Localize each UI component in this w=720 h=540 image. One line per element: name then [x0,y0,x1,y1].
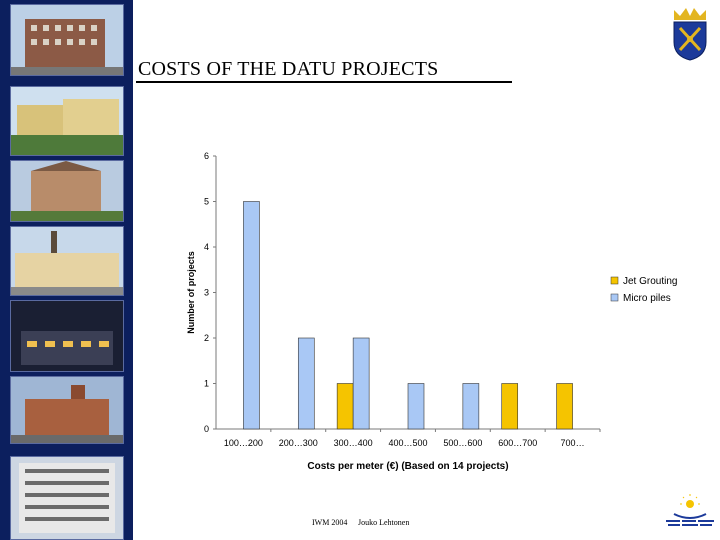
photo-strip [0,0,133,540]
building-photo-2 [10,86,124,156]
footer-event: IWM 2004 [312,518,348,527]
bar-jet-grouting [556,383,573,430]
building-photo-6 [10,376,124,444]
y-tick-label: 2 [204,333,209,343]
slide-title: COSTS OF THE DATU PROJECTS [138,58,439,80]
bar-micro-piles [407,383,425,430]
x-tick-label: 600…700 [498,438,537,448]
x-tick-label: 700… [561,438,585,448]
organization-logo [664,494,716,530]
legend-swatch-jet-grouting [610,276,619,285]
y-tick-label: 5 [204,197,209,207]
x-tick-label: 500…600 [443,438,482,448]
bar-jet-grouting [336,383,354,430]
y-tick-label: 3 [204,288,209,298]
footer-author: Jouko Lehtonen [358,518,410,527]
x-axis-label: Costs per meter (€) (Based on 14 project… [307,461,508,472]
y-tick-label: 0 [204,424,209,434]
x-tick-label: 100…200 [224,438,263,448]
building-photo-1 [10,4,124,76]
building-photo-7 [10,456,124,540]
y-tick-label: 4 [204,242,209,252]
x-tick-label: 400…500 [388,438,427,448]
y-tick-label: 6 [204,151,209,161]
bar-micro-piles [462,383,480,430]
bar-micro-piles [243,201,260,430]
bar-jet-grouting [501,383,519,430]
legend-label-micro-piles: Micro piles [623,293,671,304]
slide-title-wrap: COSTS OF THE DATU PROJECTS [136,58,512,83]
y-axis-label: Number of projects [186,251,196,334]
building-photo-5 [10,300,124,372]
x-tick-label: 200…300 [279,438,318,448]
building-photo-4 [10,226,124,296]
coat-of-arms-icon [666,6,714,62]
cost-bar-chart: 0 1 2 3 4 5 6 100…200 200…300 300…400 400…500 500…… [186,151,677,472]
x-tick-label: 300…400 [334,438,373,448]
legend: Jet Grouting Micro piles [610,276,677,304]
bar-micro-piles [352,337,370,430]
building-photo-3 [10,160,124,222]
legend-swatch-micro-piles [610,293,619,302]
bar-micro-piles [297,337,315,430]
legend-label-jet-grouting: Jet Grouting [623,276,677,287]
y-tick-label: 1 [204,379,209,389]
